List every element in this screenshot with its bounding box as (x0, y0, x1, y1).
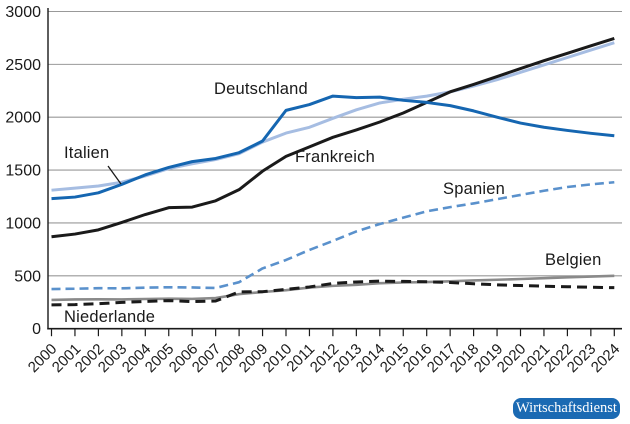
series-line-belgien (51, 274, 615, 302)
y-axis-tick-label: 500 (14, 268, 41, 285)
y-axis-tick-label: 2000 (5, 110, 41, 127)
y-axis-tick-label: 2500 (5, 57, 41, 74)
y-axis-tick-label: 3000 (5, 4, 41, 21)
series-line-niederlande (51, 279, 615, 307)
y-axis-tick-label: 0 (32, 321, 41, 338)
series-line-spanien (51, 180, 615, 291)
series-line-deutschland (51, 94, 615, 201)
y-axis-tick-label: 1000 (5, 215, 41, 232)
italien-leader-line (107, 165, 122, 185)
y-axis-tick-label: 1500 (5, 163, 41, 180)
series-line-frankreich (51, 37, 615, 239)
wirtschaftsdienst-badge: Wirtschaftsdienst (513, 398, 620, 419)
